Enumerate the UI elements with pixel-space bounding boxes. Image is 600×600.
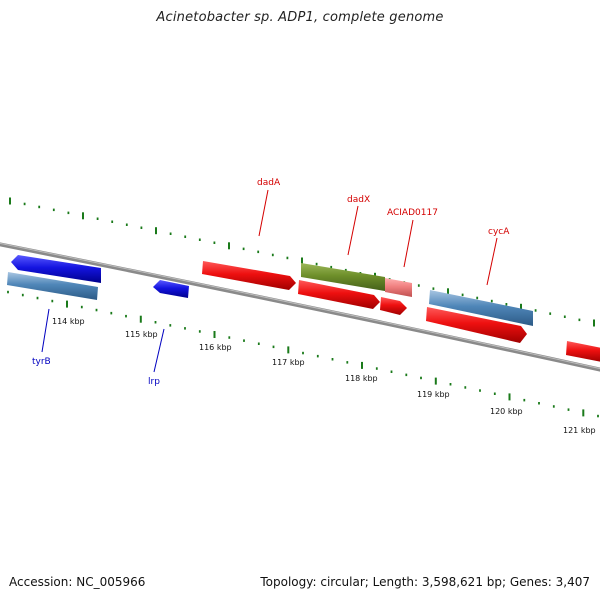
scale-label-114kbp: 114 kbp xyxy=(52,317,85,326)
genome-summary-text: Topology: circular; Length: 3,598,621 bp… xyxy=(260,575,590,589)
gene-label-dadA: dadA xyxy=(257,178,281,188)
scale-label-119kbp: 119 kbp xyxy=(417,390,450,399)
scale-label-115kbp: 115 kbp xyxy=(125,330,158,339)
leader-cycA xyxy=(486,237,498,286)
cds-cycA[interactable] xyxy=(426,307,527,343)
cds-next[interactable] xyxy=(566,341,600,362)
gene-ACIAD0117[interactable] xyxy=(385,278,412,297)
gene-label-lrp: lrp xyxy=(148,377,160,387)
map-title: Acinetobacter sp. ADP1, complete genome xyxy=(156,10,444,25)
gene-label-dadX: dadX xyxy=(347,195,370,205)
reverse-tick-row xyxy=(7,290,599,418)
scale-label-116kbp: 116 kbp xyxy=(199,343,232,352)
scale-label-118kbp: 118 kbp xyxy=(345,374,378,383)
scale-label-117kbp: 117 kbp xyxy=(272,358,305,367)
leader-ACIAD0117 xyxy=(403,219,414,268)
cds-dadX[interactable] xyxy=(298,280,380,309)
cds-ACIAD0117[interactable] xyxy=(380,297,407,315)
gene-cycA[interactable] xyxy=(429,290,533,326)
label-leaders xyxy=(41,189,498,373)
gene-lrp[interactable] xyxy=(153,280,189,298)
cds-row xyxy=(298,280,600,362)
genome-backbone-highlight xyxy=(0,242,600,370)
leader-tyrB xyxy=(41,308,50,353)
gene-tyrB[interactable] xyxy=(11,255,101,283)
cds-tyrB[interactable] xyxy=(7,272,98,300)
leader-dadX xyxy=(347,205,359,256)
leader-lrp xyxy=(153,328,165,373)
scale-label-121kbp: 121 kbp xyxy=(563,426,596,435)
gene-dadA[interactable] xyxy=(202,261,296,290)
genome-backbone xyxy=(0,242,600,372)
reverse-genes xyxy=(7,255,189,300)
forward-genes xyxy=(202,261,533,326)
gene-label-tyrB: tyrB xyxy=(32,357,51,367)
leader-dadA xyxy=(258,189,269,237)
accession-text: Accession: NC_005966 xyxy=(9,575,146,589)
scale-label-120kbp: 120 kbp xyxy=(490,407,523,416)
gene-dadX[interactable] xyxy=(301,263,385,291)
gene-label-ACIAD0117: ACIAD0117 xyxy=(387,208,438,218)
gene-label-cycA: cycA xyxy=(488,227,510,237)
